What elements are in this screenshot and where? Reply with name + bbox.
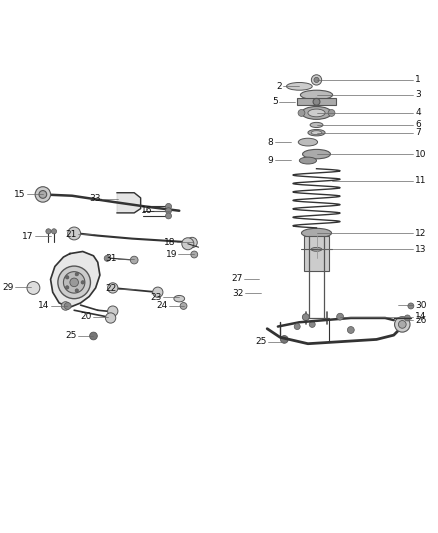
Text: 1: 1 [415,75,421,84]
Text: 11: 11 [415,176,427,185]
Text: 20: 20 [80,312,91,321]
Ellipse shape [303,149,330,159]
Circle shape [108,283,118,293]
Circle shape [131,256,138,264]
Text: 12: 12 [415,229,427,238]
Circle shape [166,208,172,214]
Circle shape [68,227,81,240]
Circle shape [39,191,47,198]
Bar [297,99,336,105]
Text: 25: 25 [65,332,76,341]
Text: 6: 6 [415,120,421,130]
Text: 15: 15 [14,190,26,199]
Text: 27: 27 [231,274,242,283]
Circle shape [64,272,85,293]
Ellipse shape [308,130,325,136]
Ellipse shape [299,157,317,164]
Circle shape [408,303,414,309]
Ellipse shape [298,138,318,146]
Circle shape [309,321,315,327]
Text: 21: 21 [65,230,76,239]
Text: 13: 13 [415,245,427,254]
Text: 29: 29 [3,282,14,292]
Circle shape [182,238,194,250]
Text: 31: 31 [106,254,117,263]
Circle shape [347,327,354,334]
Circle shape [106,313,116,323]
Text: 14: 14 [39,302,49,310]
Circle shape [187,237,197,248]
Ellipse shape [174,295,184,302]
Ellipse shape [300,90,332,100]
Circle shape [90,332,97,340]
Circle shape [35,187,50,202]
Text: 33: 33 [90,194,101,203]
Circle shape [51,229,57,234]
Ellipse shape [311,247,322,251]
Circle shape [27,281,40,294]
Circle shape [328,109,335,116]
Text: 26: 26 [415,316,427,325]
Text: 4: 4 [415,108,421,117]
Circle shape [81,281,85,284]
Text: 9: 9 [268,156,274,165]
Circle shape [153,287,163,297]
Circle shape [302,314,309,320]
Text: 3: 3 [415,91,421,100]
Circle shape [191,251,198,258]
Circle shape [61,302,70,310]
Text: 30: 30 [415,301,427,310]
Text: 2: 2 [276,82,282,91]
Circle shape [75,272,78,276]
Text: 22: 22 [106,284,117,293]
Text: 5: 5 [272,98,278,106]
Text: 25: 25 [256,337,267,346]
Circle shape [399,320,406,328]
Text: 19: 19 [166,250,177,259]
Circle shape [404,315,410,321]
Circle shape [104,255,110,261]
Circle shape [66,286,69,289]
Circle shape [280,336,288,343]
Circle shape [337,313,343,320]
Ellipse shape [286,83,312,90]
Ellipse shape [308,109,325,117]
Text: 17: 17 [22,232,33,241]
Circle shape [108,306,118,316]
Ellipse shape [301,228,332,238]
Text: 7: 7 [415,128,421,137]
Circle shape [58,266,91,298]
Ellipse shape [301,107,332,119]
Circle shape [298,109,305,116]
Polygon shape [117,193,141,213]
Circle shape [314,77,319,83]
Circle shape [166,204,172,209]
Text: 8: 8 [268,138,274,147]
Circle shape [294,324,300,329]
Bar [304,237,329,271]
Circle shape [395,317,410,332]
Text: 23: 23 [151,293,162,302]
Circle shape [313,99,320,105]
Text: 16: 16 [141,206,153,215]
Text: 32: 32 [232,288,244,297]
Ellipse shape [310,123,323,127]
Circle shape [311,75,321,85]
Circle shape [46,229,51,234]
Circle shape [64,303,71,309]
Polygon shape [50,252,100,307]
Circle shape [66,276,69,279]
Circle shape [180,303,187,309]
Text: 24: 24 [156,302,167,310]
Text: 18: 18 [164,238,176,247]
Text: 14: 14 [415,312,427,321]
Circle shape [166,213,172,219]
Circle shape [70,278,78,287]
Ellipse shape [311,131,322,135]
Text: 10: 10 [415,150,427,159]
Circle shape [75,289,78,292]
